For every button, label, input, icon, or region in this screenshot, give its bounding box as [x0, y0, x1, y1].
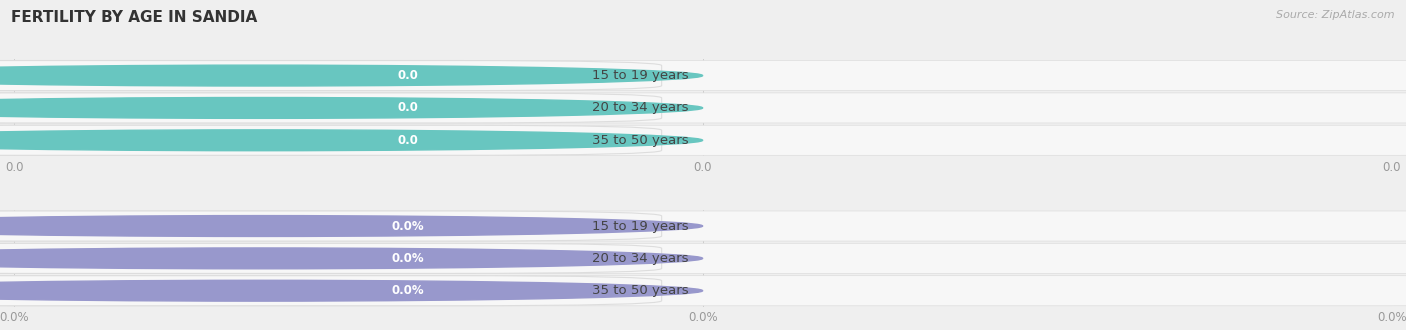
- Text: 0.0: 0.0: [396, 134, 418, 147]
- Text: 20 to 34 years: 20 to 34 years: [592, 101, 688, 115]
- Text: 35 to 50 years: 35 to 50 years: [592, 134, 688, 147]
- Text: Source: ZipAtlas.com: Source: ZipAtlas.com: [1277, 10, 1395, 20]
- FancyBboxPatch shape: [359, 283, 457, 299]
- FancyBboxPatch shape: [0, 60, 662, 91]
- FancyBboxPatch shape: [359, 68, 457, 83]
- Circle shape: [0, 65, 703, 86]
- Text: 0.0: 0.0: [396, 101, 418, 115]
- FancyBboxPatch shape: [359, 218, 457, 234]
- FancyBboxPatch shape: [359, 251, 457, 266]
- FancyBboxPatch shape: [0, 243, 662, 274]
- FancyBboxPatch shape: [0, 211, 662, 241]
- FancyBboxPatch shape: [0, 211, 1406, 241]
- Text: FERTILITY BY AGE IN SANDIA: FERTILITY BY AGE IN SANDIA: [11, 10, 257, 25]
- FancyBboxPatch shape: [0, 125, 662, 155]
- Circle shape: [0, 130, 703, 151]
- Text: 15 to 19 years: 15 to 19 years: [592, 219, 688, 233]
- Text: 0.0%: 0.0%: [391, 284, 423, 297]
- FancyBboxPatch shape: [0, 93, 1406, 123]
- FancyBboxPatch shape: [0, 125, 1406, 155]
- FancyBboxPatch shape: [0, 93, 662, 123]
- FancyBboxPatch shape: [0, 276, 662, 306]
- FancyBboxPatch shape: [0, 60, 1406, 91]
- FancyBboxPatch shape: [359, 100, 457, 116]
- Circle shape: [0, 280, 703, 301]
- Text: 15 to 19 years: 15 to 19 years: [592, 69, 688, 82]
- Text: 0.0%: 0.0%: [391, 219, 423, 233]
- Text: 0.0: 0.0: [396, 69, 418, 82]
- FancyBboxPatch shape: [359, 133, 457, 148]
- Text: 20 to 34 years: 20 to 34 years: [592, 252, 688, 265]
- Text: 0.0%: 0.0%: [391, 252, 423, 265]
- FancyBboxPatch shape: [0, 243, 1406, 274]
- FancyBboxPatch shape: [0, 276, 1406, 306]
- Circle shape: [0, 215, 703, 237]
- Circle shape: [0, 97, 703, 118]
- Circle shape: [0, 248, 703, 269]
- Text: 35 to 50 years: 35 to 50 years: [592, 284, 688, 297]
